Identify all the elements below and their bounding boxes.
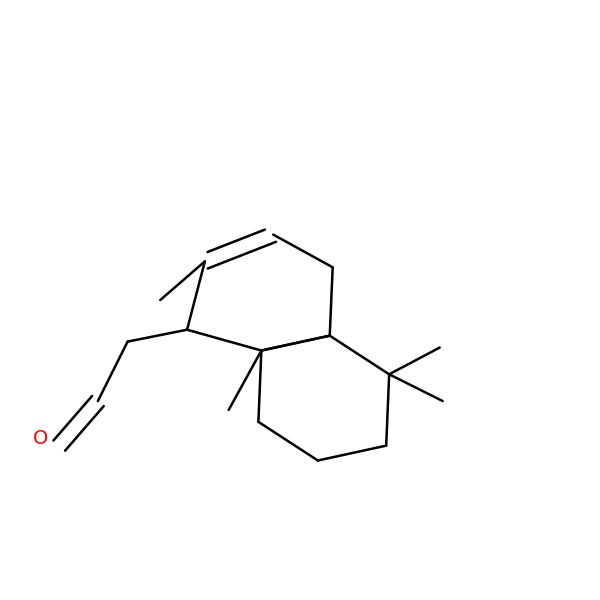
Text: O: O: [32, 429, 48, 448]
